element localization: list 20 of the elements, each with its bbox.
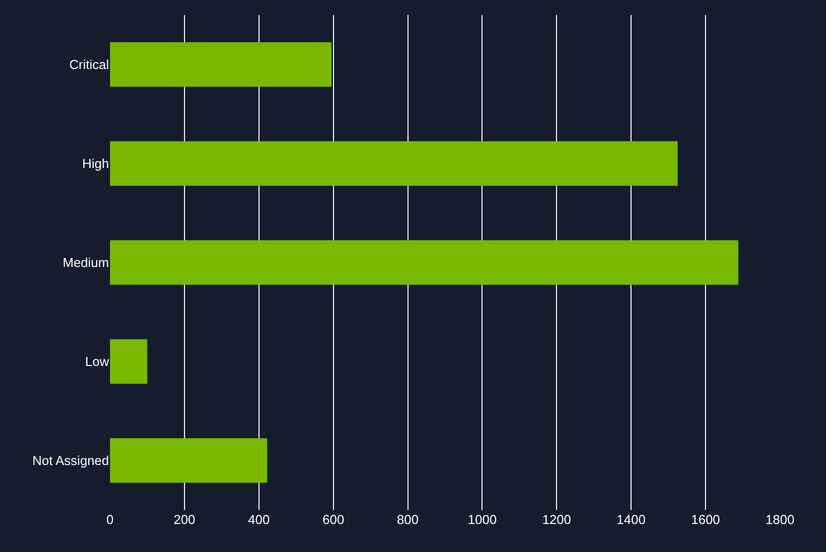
bar bbox=[110, 438, 268, 483]
x-tick-label: 400 bbox=[248, 512, 270, 527]
bar bbox=[110, 42, 332, 87]
bar bbox=[110, 240, 738, 285]
x-tick-label: 1600 bbox=[691, 512, 720, 527]
x-tick-label: 0 bbox=[106, 512, 114, 527]
y-tick-label: Critical bbox=[69, 57, 110, 72]
x-tick-label: 1800 bbox=[766, 512, 794, 527]
x-tick-label: 800 bbox=[396, 512, 419, 527]
x-tick-label: 1200 bbox=[542, 512, 572, 527]
y-tick-label: High bbox=[82, 156, 109, 172]
y-tick-label: Medium bbox=[62, 255, 109, 270]
x-tick-label: 1000 bbox=[468, 512, 497, 527]
x-tick-label: 1400 bbox=[616, 512, 646, 527]
bar bbox=[110, 339, 148, 384]
y-tick-label: Low bbox=[85, 354, 110, 370]
x-tick-label: 200 bbox=[174, 512, 196, 527]
y-tick-label: Not Assigned bbox=[32, 453, 109, 468]
x-tick-label: 600 bbox=[322, 512, 344, 527]
bar bbox=[110, 141, 678, 186]
